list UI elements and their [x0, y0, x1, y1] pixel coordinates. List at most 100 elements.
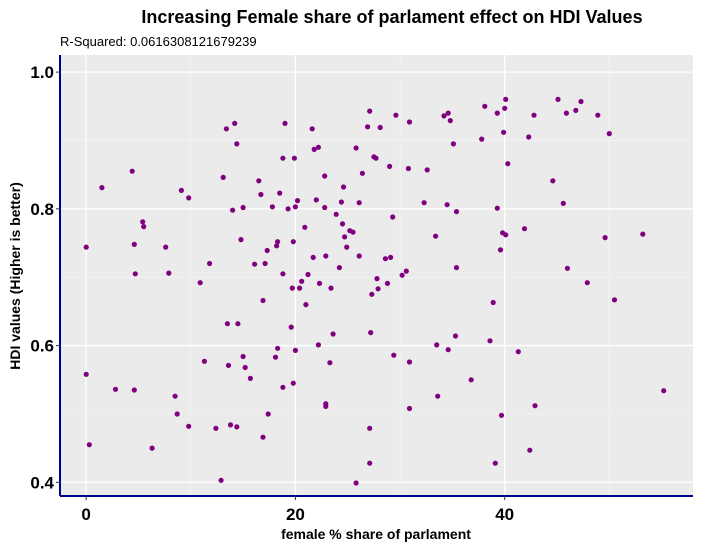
data-point [240, 353, 246, 360]
data-point [83, 371, 89, 377]
y-tick-label: 0.4 [30, 473, 54, 492]
data-point [555, 96, 561, 102]
data-point [369, 291, 375, 297]
data-point [550, 178, 556, 184]
data-point [503, 96, 509, 102]
data-point [563, 110, 570, 116]
data-point [340, 184, 347, 190]
data-point [274, 243, 280, 249]
data-point [258, 191, 264, 198]
data-point [220, 174, 226, 180]
data-point [309, 126, 315, 132]
data-point [297, 285, 303, 291]
data-point [330, 331, 336, 337]
data-point [564, 265, 571, 271]
data-point [373, 155, 379, 161]
data-point [515, 349, 521, 355]
data-point [531, 112, 537, 118]
y-axis-ticks: 0.4 0.6 0.8 1.0 [30, 63, 60, 492]
data-point [390, 214, 396, 220]
data-point [356, 200, 362, 206]
data-point [445, 110, 451, 116]
data-point [498, 412, 505, 418]
data-point [149, 445, 155, 451]
data-point [252, 261, 258, 267]
data-point [316, 280, 323, 286]
data-point [399, 272, 405, 278]
chart-title: Increasing Female share of parlament eff… [141, 7, 642, 27]
data-point [365, 124, 371, 130]
data-point [131, 241, 137, 247]
data-point [327, 360, 333, 366]
data-point [292, 204, 298, 210]
data-point [294, 198, 301, 204]
data-point [275, 239, 281, 245]
data-point [112, 386, 119, 392]
data-point [213, 425, 219, 431]
data-point [232, 120, 238, 126]
data-point [344, 244, 350, 250]
data-point [315, 342, 321, 348]
data-point [406, 405, 413, 412]
data-point [393, 112, 399, 118]
data-point [391, 352, 397, 358]
data-point [282, 120, 288, 126]
data-points [83, 96, 667, 486]
data-point [387, 163, 393, 169]
data-point [595, 112, 601, 118]
data-point [260, 434, 266, 440]
data-point [290, 380, 296, 386]
data-point [305, 271, 311, 278]
data-point [356, 253, 362, 259]
data-point [83, 244, 89, 250]
data-point [375, 286, 381, 292]
data-point [336, 265, 342, 271]
data-point [526, 134, 532, 140]
data-point [174, 411, 180, 417]
data-point [303, 302, 309, 308]
data-point [225, 362, 232, 368]
data-point [197, 280, 203, 286]
data-point [527, 447, 533, 453]
data-point [99, 185, 105, 191]
data-point [132, 271, 138, 277]
data-point [441, 113, 447, 119]
data-point [311, 146, 317, 152]
data-point [382, 256, 388, 262]
data-point [450, 141, 456, 147]
data-point [262, 260, 268, 267]
x-tick-label: 20 [286, 505, 305, 524]
data-point [445, 347, 451, 353]
data-point [223, 126, 229, 132]
data-point [368, 330, 374, 336]
data-point [235, 321, 241, 327]
data-point [482, 103, 488, 109]
data-point [434, 342, 440, 348]
data-point [328, 285, 334, 291]
data-point [424, 167, 430, 173]
data-point [353, 145, 359, 151]
data-point [435, 393, 441, 399]
data-point [367, 460, 373, 466]
data-point [573, 107, 579, 113]
data-point [374, 276, 380, 282]
data-point [338, 199, 344, 205]
data-point [532, 403, 538, 409]
data-point [584, 280, 590, 286]
data-point [406, 119, 413, 125]
data-point [315, 144, 321, 150]
y-axis-title: HDI values (Higher is better) [7, 182, 23, 370]
data-point [339, 221, 346, 227]
data-point [234, 141, 240, 147]
data-point [310, 254, 316, 260]
data-point [280, 384, 286, 390]
data-point [521, 226, 528, 232]
data-point [290, 239, 296, 245]
x-axis-title: female % share of parlament [281, 526, 471, 542]
data-point [247, 375, 253, 381]
data-point [342, 234, 348, 240]
data-point [606, 131, 612, 137]
x-tick-label: 40 [495, 505, 514, 524]
data-point [265, 411, 271, 417]
